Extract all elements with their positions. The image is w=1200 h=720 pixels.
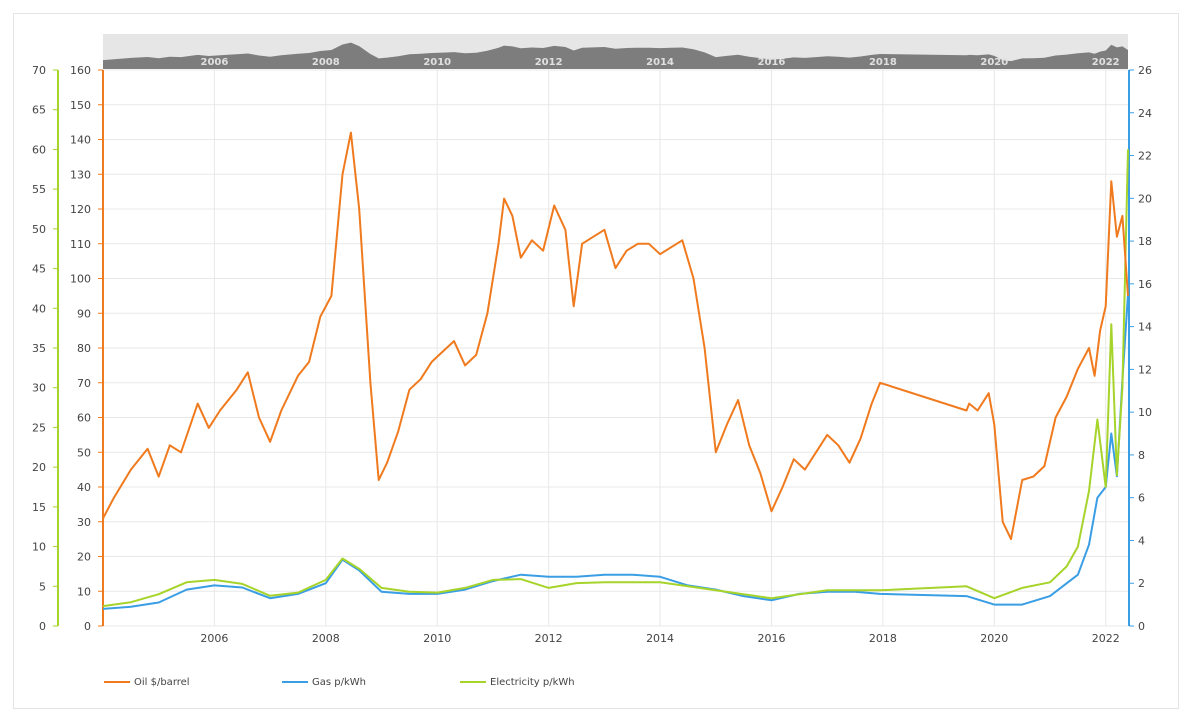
legend-label-gas: Gas p/kWh [312, 676, 366, 688]
y-tick-label-electricity: 20 [32, 461, 46, 474]
y-tick-label-gas: 18 [1138, 235, 1152, 248]
y-tick-label-gas: 24 [1138, 107, 1152, 120]
navigator-area [103, 42, 1128, 69]
y-tick-label-gas: 10 [1138, 406, 1152, 419]
y-tick-label-electricity: 15 [32, 501, 46, 514]
y-tick-label-oil: 100 [70, 273, 91, 286]
navigator-tick-label: 2008 [312, 57, 340, 68]
legend-label-electricity: Electricity p/kWh [490, 676, 575, 688]
y-tick-label-electricity: 50 [32, 223, 46, 236]
legend-swatch-gas [282, 681, 308, 683]
y-tick-label-gas: 16 [1138, 278, 1152, 291]
navigator-tick-label: 2020 [980, 57, 1008, 68]
legend-item-gas[interactable]: Gas p/kWh [282, 675, 366, 689]
y-tick-label-electricity: 0 [39, 620, 46, 633]
y-tick-label-gas: 14 [1138, 321, 1152, 334]
y-tick-label-oil: 70 [77, 377, 91, 390]
y-tick-label-gas: 22 [1138, 150, 1152, 163]
legend-item-electricity[interactable]: Electricity p/kWh [460, 675, 575, 689]
y-tick-label-electricity: 65 [32, 104, 46, 117]
x-tick-label: 2022 [1092, 632, 1120, 645]
y-tick-label-oil: 140 [70, 134, 91, 147]
legend-swatch-electricity [460, 681, 486, 683]
y-tick-label-oil: 40 [77, 481, 91, 494]
navigator-tick-label: 2014 [646, 57, 674, 68]
y-tick-label-electricity: 5 [39, 580, 46, 593]
y-tick-label-oil: 60 [77, 412, 91, 425]
series-line-electricity [102, 149, 1129, 608]
y-tick-label-electricity: 25 [32, 421, 46, 434]
series-line-gas [102, 294, 1129, 610]
y-tick-label-electricity: 55 [32, 183, 46, 196]
y-tick-label-oil: 80 [77, 342, 91, 355]
y-tick-label-gas: 26 [1138, 64, 1152, 77]
y-tick-label-oil: 120 [70, 203, 91, 216]
navigator-tick-label: 2018 [869, 57, 897, 68]
y-tick-label-gas: 20 [1138, 192, 1152, 205]
y-tick-label-electricity: 30 [32, 382, 46, 395]
x-tick-label: 2010 [423, 632, 451, 645]
y-tick-label-oil: 50 [77, 446, 91, 459]
y-tick-label-electricity: 35 [32, 342, 46, 355]
navigator-tick-label: 2012 [535, 57, 563, 68]
y-tick-label-oil: 20 [77, 551, 91, 564]
y-tick-label-electricity: 70 [32, 64, 46, 77]
y-tick-label-electricity: 45 [32, 263, 46, 276]
legend-label-oil: Oil $/barrel [134, 676, 190, 688]
y-tick-label-oil: 150 [70, 99, 91, 112]
y-tick-label-oil: 110 [70, 238, 91, 251]
x-tick-label: 2006 [200, 632, 228, 645]
y-tick-label-electricity: 40 [32, 302, 46, 315]
y-tick-label-oil: 90 [77, 307, 91, 320]
y-tick-label-oil: 160 [70, 64, 91, 77]
x-tick-label: 2014 [646, 632, 674, 645]
navigator-tick-label: 2016 [758, 57, 786, 68]
y-tick-label-gas: 0 [1138, 620, 1145, 633]
x-tick-label: 2008 [312, 632, 340, 645]
y-tick-label-oil: 30 [77, 516, 91, 529]
x-tick-label: 2018 [869, 632, 897, 645]
y-tick-label-gas: 6 [1138, 492, 1145, 505]
y-tick-label-oil: 10 [77, 585, 91, 598]
x-tick-label: 2016 [757, 632, 785, 645]
navigator-tick-label: 2022 [1092, 57, 1120, 68]
x-tick-label: 2012 [535, 632, 563, 645]
y-tick-label-gas: 4 [1138, 534, 1145, 547]
navigator-tick-label: 2006 [200, 57, 228, 68]
series-line-oil [102, 131, 1129, 541]
y-tick-label-gas: 2 [1138, 577, 1145, 590]
navigator-tick-label: 2010 [423, 57, 451, 68]
legend-item-oil[interactable]: Oil $/barrel [104, 675, 190, 689]
y-tick-label-gas: 12 [1138, 363, 1152, 376]
y-tick-label-oil: 0 [84, 620, 91, 633]
x-tick-label: 2020 [980, 632, 1008, 645]
y-tick-label-gas: 8 [1138, 449, 1145, 462]
y-tick-label-electricity: 10 [32, 541, 46, 554]
y-tick-label-oil: 130 [70, 168, 91, 181]
legend-swatch-oil [104, 681, 130, 683]
y-tick-label-electricity: 60 [32, 143, 46, 156]
